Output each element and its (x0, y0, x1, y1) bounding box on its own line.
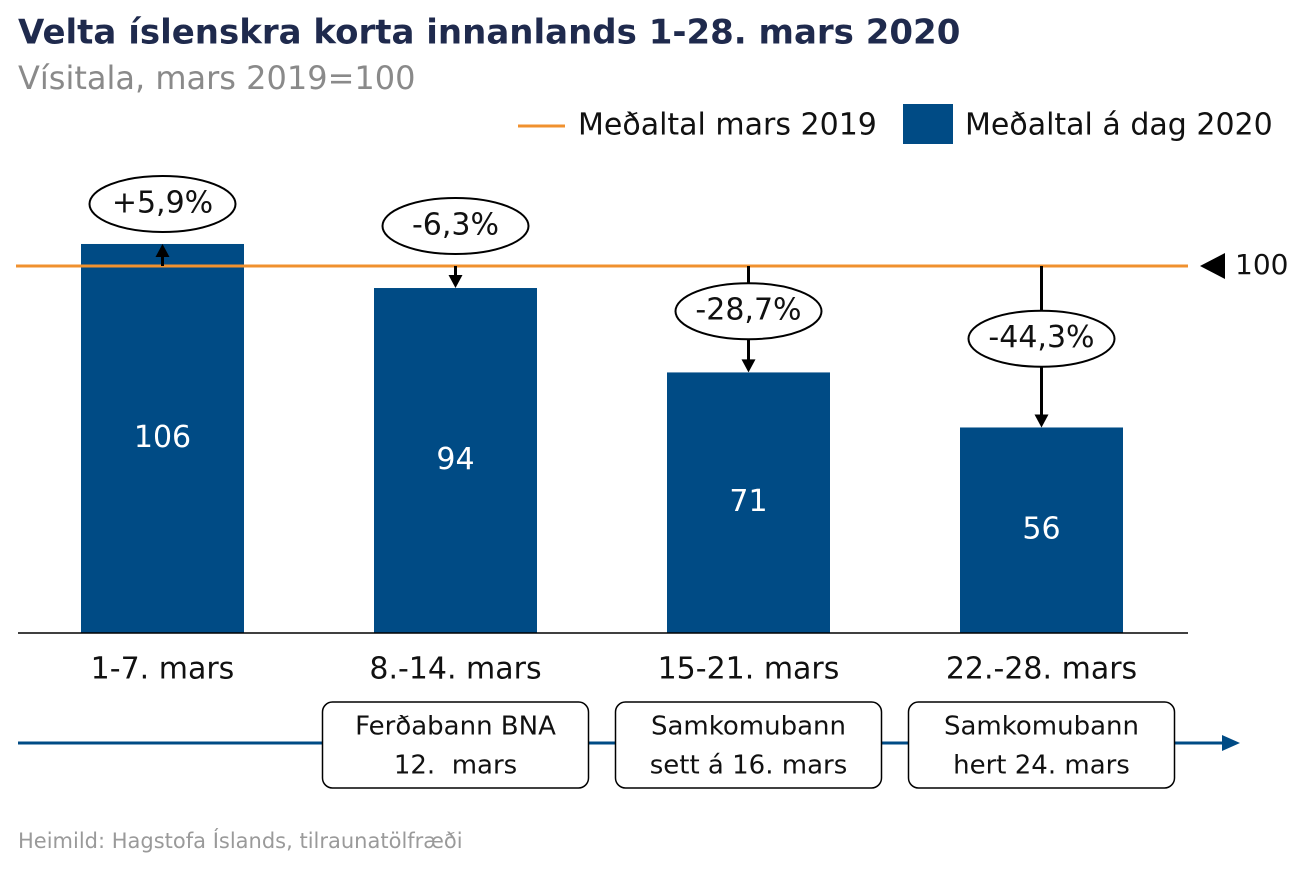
legend-label: Meðaltal á dag 2020 (965, 108, 1273, 143)
event-box (907, 701, 1176, 789)
legend-swatch (903, 104, 953, 144)
event-label: 12. mars (394, 751, 517, 781)
bar (81, 243, 244, 634)
x-tick-label: 15-21. mars (658, 652, 840, 687)
event-label: Ferðabann BNA (355, 712, 556, 742)
value-label: 106 (134, 420, 191, 455)
change-arrow-head (741, 359, 756, 373)
event-label: Samkomubann (944, 712, 1139, 742)
change-label: -44,3% (988, 320, 1094, 355)
change-arrow-head (1034, 414, 1049, 428)
change-bubble (967, 309, 1116, 368)
bar (374, 288, 537, 633)
bar (960, 427, 1123, 633)
value-label: 71 (729, 484, 767, 519)
chart-subtitle: Vísitala, mars 2019=100 (18, 59, 415, 97)
event-label: hert 24. mars (953, 751, 1130, 781)
change-bubble (674, 282, 823, 341)
event-box (321, 701, 590, 789)
x-tick-label: 1-7. mars (91, 652, 235, 687)
event-box (614, 701, 883, 789)
change-label: -28,7% (695, 293, 801, 328)
change-label: -6,3% (412, 208, 499, 243)
value-label: 94 (436, 442, 474, 477)
bar (667, 372, 830, 633)
x-tick-label: 8.-14. mars (369, 652, 541, 687)
chart-title: Velta íslenskra korta innanlands 1-28. m… (18, 13, 960, 53)
change-arrow-head (155, 243, 170, 257)
change-bubble (88, 174, 237, 233)
reference-marker (1200, 253, 1225, 279)
x-tick-label: 22.-28. mars (946, 652, 1137, 687)
value-label: 56 (1022, 512, 1060, 547)
source: Heimild: Hagstofa Íslands, tilraunatölfr… (18, 828, 463, 853)
change-bubble (381, 197, 530, 255)
event-label: sett á 16. mars (650, 751, 848, 781)
change-label: +5,9% (112, 185, 213, 220)
change-arrow-head (448, 275, 463, 289)
timeline-arrow (1222, 735, 1240, 751)
legend-label: Meðaltal mars 2019 (578, 108, 877, 143)
event-label: Samkomubann (651, 712, 846, 742)
reference-label: 100 (1235, 248, 1288, 281)
